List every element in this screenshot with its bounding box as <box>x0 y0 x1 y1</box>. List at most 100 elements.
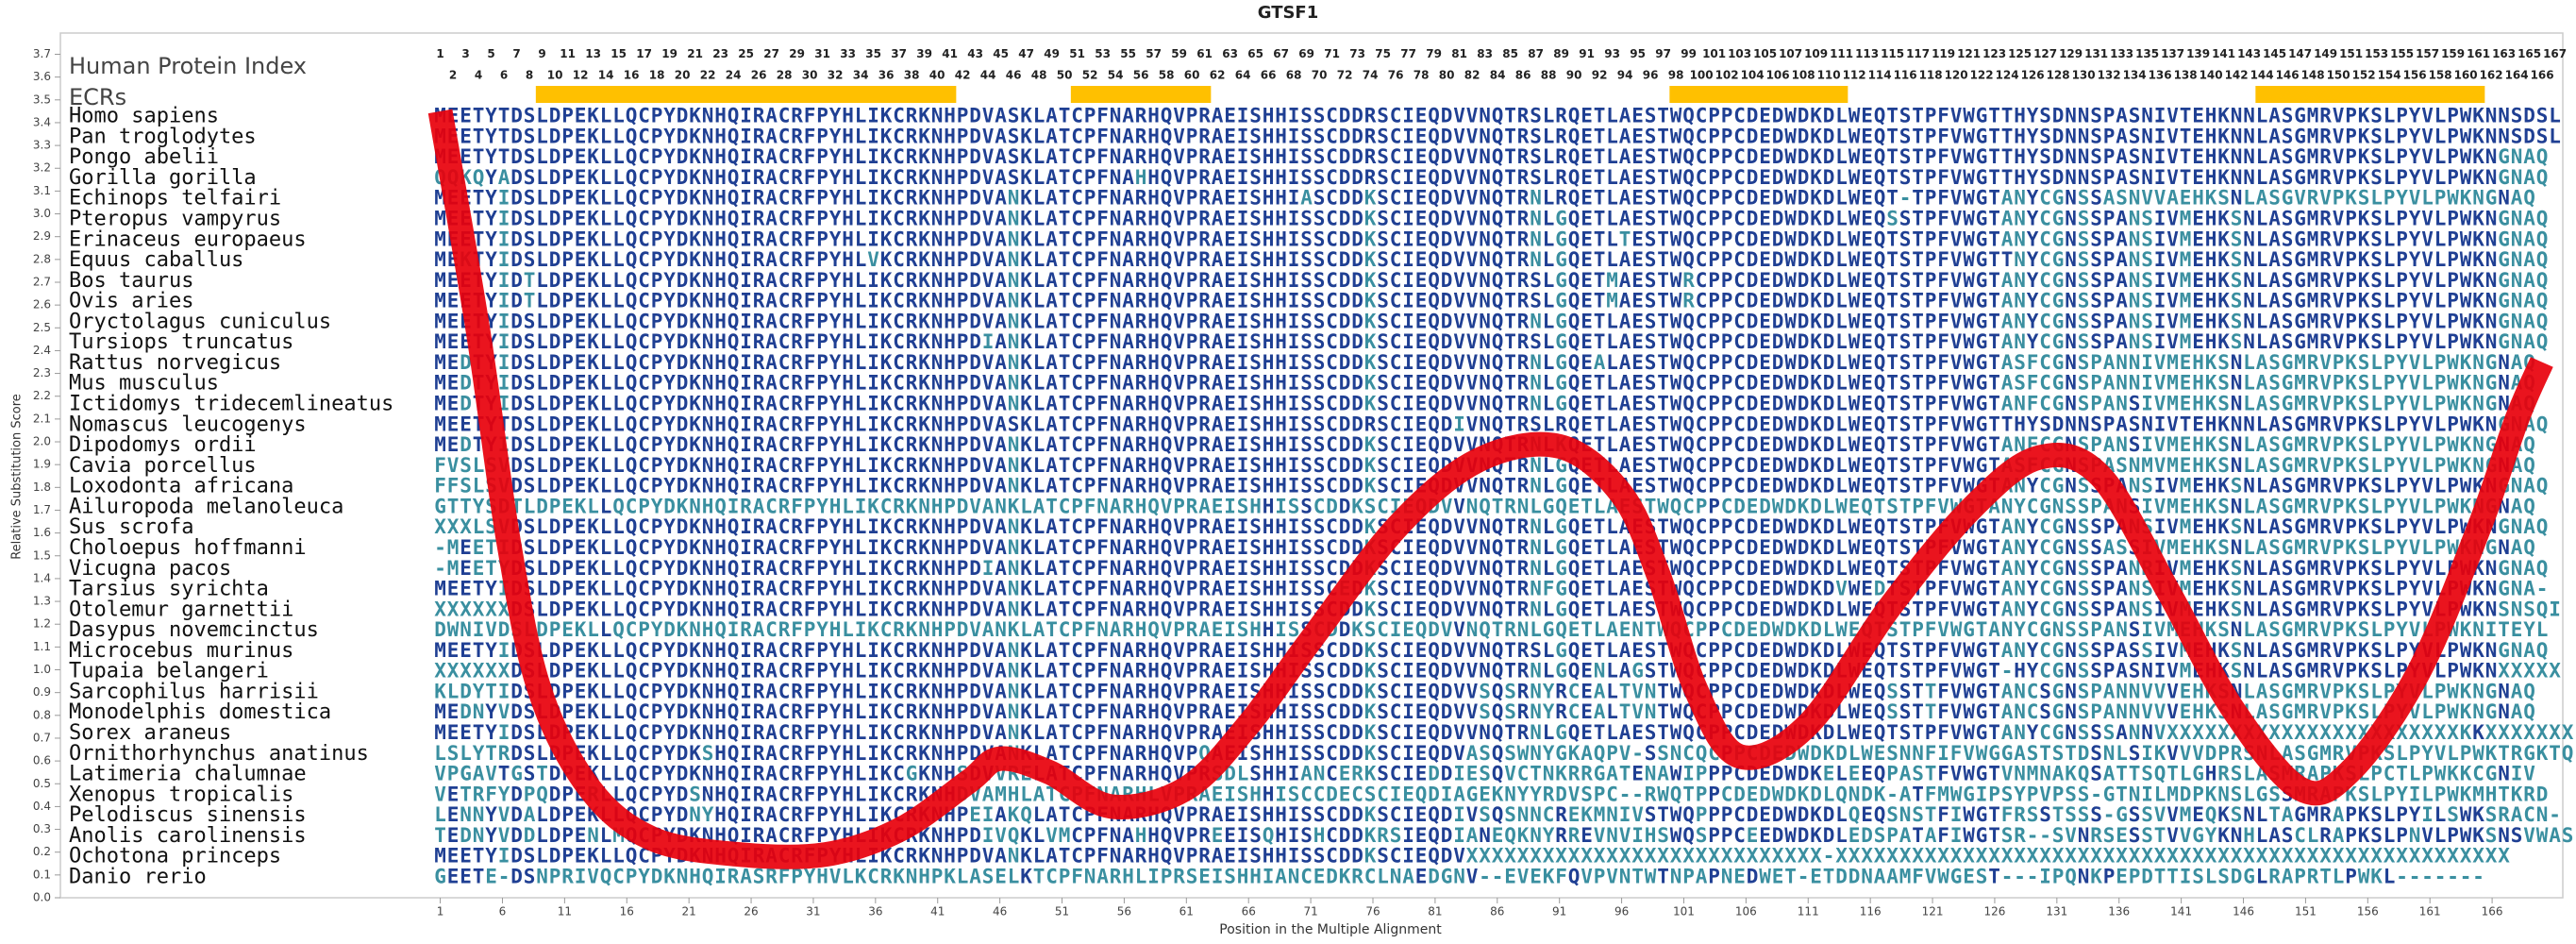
index-label: 55 <box>1120 47 1136 60</box>
index-label: 27 <box>763 47 779 60</box>
index-label: 163 <box>2492 47 2516 60</box>
y-tick-label: 2.0 <box>33 435 51 448</box>
species-name: Bos taurus <box>69 269 193 293</box>
index-label: 122 <box>1970 69 1994 82</box>
y-tick-label: 0.0 <box>33 891 51 904</box>
sequence: MEETYIDSLDPEKLLQCPYDKNHQIRACRFPYHLIKCRKN… <box>434 639 2548 662</box>
index-label: 68 <box>1286 69 1302 82</box>
y-tick-label: 2.8 <box>33 252 51 265</box>
sequence: GTTYSDTLDPEKLLQCPYDKNHQIRACRFPYHLIKCRKNH… <box>434 495 2535 517</box>
species-name: Equus caballus <box>69 248 243 272</box>
index-label: 56 <box>1133 69 1149 82</box>
index-label: 74 <box>1363 69 1379 82</box>
y-tick-label: 0.1 <box>33 868 51 881</box>
index-label: 92 <box>1592 69 1608 82</box>
index-label: 14 <box>598 69 614 82</box>
x-tick-label: 26 <box>744 905 758 919</box>
species-name: Pan troglodytes <box>69 125 257 148</box>
sequence: MEETYTDSLDPEKLLQCPYDKNHQIRACRFPYHLIKCRKN… <box>434 125 2561 147</box>
index-label: 166 <box>2531 69 2554 82</box>
index-label: 148 <box>2301 69 2325 82</box>
index-label: 130 <box>2072 69 2096 82</box>
index-label: 6 <box>500 69 508 82</box>
index-label: 154 <box>2378 69 2401 82</box>
index-label: 124 <box>1996 69 2019 82</box>
index-label: 46 <box>1006 69 1022 82</box>
index-label: 139 <box>2186 47 2210 60</box>
index-label: 72 <box>1337 69 1353 82</box>
index-label: 3 <box>461 47 469 60</box>
y-tick-label: 2.1 <box>33 412 51 425</box>
x-tick-label: 151 <box>2295 905 2317 919</box>
x-tick-label: 31 <box>806 905 820 919</box>
index-label: 50 <box>1057 69 1073 82</box>
index-label: 45 <box>993 47 1009 60</box>
index-label: 128 <box>2047 69 2070 82</box>
index-label: 158 <box>2429 69 2452 82</box>
index-label: 44 <box>980 69 996 82</box>
index-label: 32 <box>828 69 844 82</box>
index-label: Human Protein Index <box>69 53 307 79</box>
sequence: -MEETYDSLDPEKLLQCPYDKNHQIRACRFPYHLIKCRKN… <box>434 557 2548 580</box>
index-label: 12 <box>573 69 589 82</box>
y-tick-label: 2.9 <box>33 229 51 243</box>
x-tick-label: 116 <box>1860 905 1882 919</box>
species-name: Xenopus tropicalis <box>69 783 293 806</box>
index-label: 107 <box>1779 47 1802 60</box>
sequence: VPGAVTGSTDPEKLLQCPYDKNHQIRACRFPYHLIKCGKN… <box>434 763 2535 785</box>
index-label: 80 <box>1439 69 1455 82</box>
x-tick-label: 136 <box>2108 905 2130 919</box>
index-label: 33 <box>840 47 856 60</box>
sequence: XXXXXXDSLDPEKLLQCPYDKNHQIRACRFPYHLIKCRKN… <box>434 598 2561 620</box>
index-label: 89 <box>1553 47 1569 60</box>
sequence: MEETYIDSLDPEKLLQCPYDKNHQIRACRFPYHLIKCRKN… <box>434 330 2548 353</box>
index-label: 57 <box>1146 47 1162 60</box>
index-label: 20 <box>675 69 691 82</box>
index-label: 108 <box>1792 69 1815 82</box>
y-tick-label: 1.6 <box>33 526 51 539</box>
index-label: 150 <box>2327 69 2350 82</box>
index-label: 93 <box>1604 47 1620 60</box>
sequence: XXXLSVDSLDPEKLLQCPYDKNHQIRACRFPYHLIKCRKN… <box>434 515 2548 538</box>
species-name: Latimeria chalumnae <box>69 763 307 786</box>
sequence: MEETYIDSLDPEKLLQCPYDKNHQIRACRFPYHLIKCRKN… <box>434 845 2510 868</box>
species-name: Ovis aries <box>69 290 193 313</box>
x-axis-label: Position in the Multiple Alignment <box>1219 922 1442 937</box>
species-name: Monodelphis domestica <box>69 700 331 724</box>
index-label: 39 <box>916 47 932 60</box>
x-tick-label: 41 <box>930 905 945 919</box>
index-label: 153 <box>2365 47 2388 60</box>
x-tick-label: 91 <box>1552 905 1566 919</box>
sequence: MEETYIDSLDPEKLLQCPYDKNHQIRACRFPYHLIKCRKN… <box>434 578 2548 600</box>
index-label: 8 <box>526 69 533 82</box>
ecr-bar <box>2255 86 2485 103</box>
y-tick-label: 0.8 <box>33 708 51 721</box>
x-tick-label: 76 <box>1365 905 1380 919</box>
index-label: 119 <box>1932 47 1955 60</box>
y-tick-label: 3.1 <box>33 184 51 197</box>
index-label: 114 <box>1868 69 1892 82</box>
index-label: 70 <box>1312 69 1328 82</box>
index-label: 112 <box>1843 69 1866 82</box>
species-name: Erinaceus europaeus <box>69 228 307 251</box>
index-label: 164 <box>2505 69 2529 82</box>
index-label: 160 <box>2454 69 2478 82</box>
sequence: GEETE-DSNPRIVQCPYDKNHQIRASRFPYHVLKCRKNHP… <box>434 865 2484 887</box>
species-name: Choloepus hoffmanni <box>69 536 307 560</box>
index-label: 61 <box>1196 47 1213 60</box>
species-name: Otolemur garnettii <box>69 598 293 621</box>
species-name: Vicugna pacos <box>69 557 231 581</box>
species-name: Danio rerio <box>69 865 207 888</box>
index-label: 1 <box>436 47 443 60</box>
index-label: 48 <box>1031 69 1047 82</box>
index-label: 167 <box>2543 47 2567 60</box>
y-tick-label: 1.7 <box>33 503 51 516</box>
ecr-bar <box>1070 86 1212 103</box>
sequence: DWNIVDSLDPEKLLQCPYDKNHQIRACRFPYHLIKCRKNH… <box>434 618 2548 641</box>
index-label: 15 <box>611 47 627 60</box>
index-label: 64 <box>1235 69 1251 82</box>
index-label: 97 <box>1655 47 1671 60</box>
